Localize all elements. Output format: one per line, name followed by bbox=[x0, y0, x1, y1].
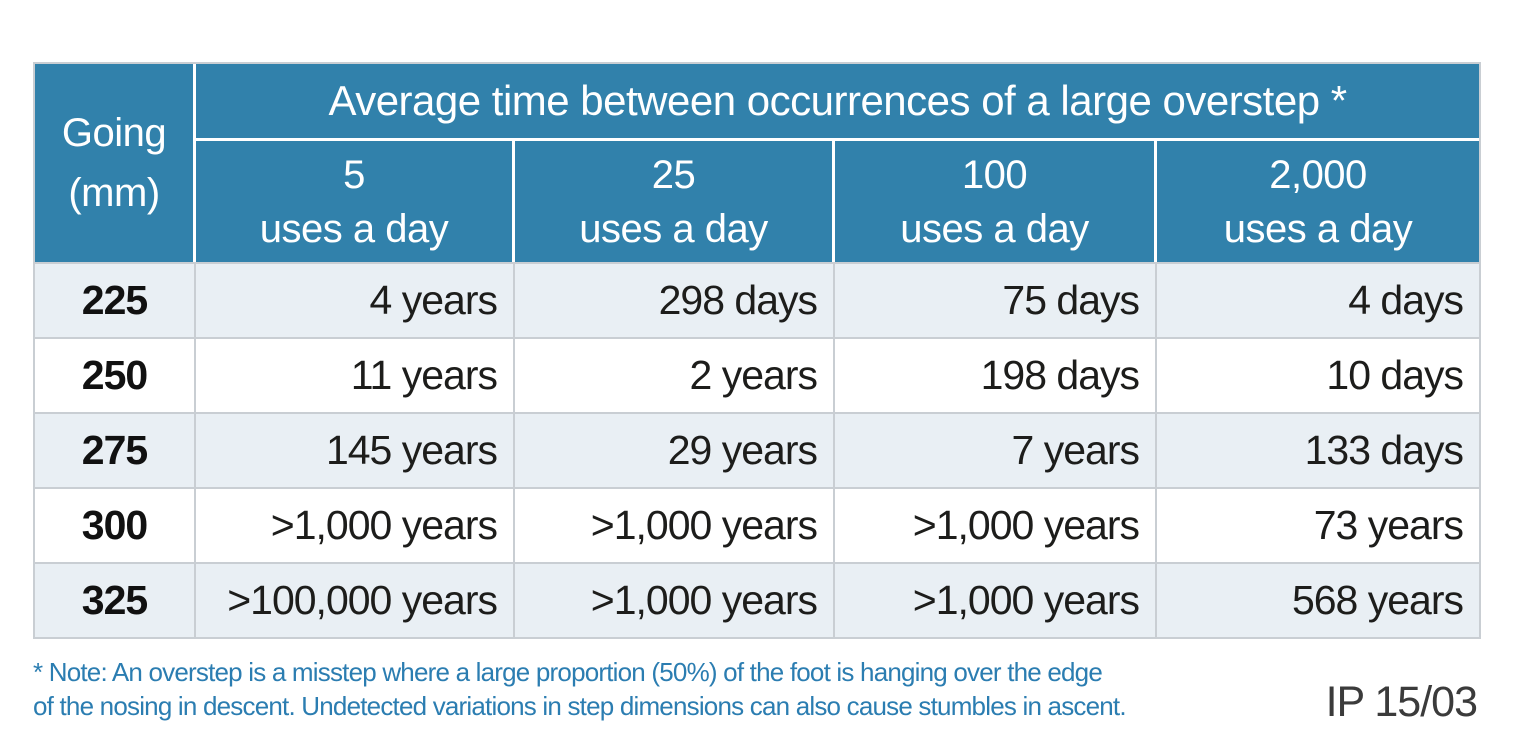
document-reference: IP 15/03 bbox=[1325, 677, 1478, 726]
going-header-line2: (mm) bbox=[68, 171, 160, 215]
table-row-going-325: 325 >100,000 years >1,000 years >1,000 y… bbox=[35, 562, 1480, 637]
table-cell: 2 years bbox=[515, 337, 835, 412]
overstep-table: Going (mm) Average time between occurren… bbox=[33, 62, 1482, 639]
uses-count: 2,000 bbox=[1269, 152, 1367, 197]
table-cell: 198 days bbox=[835, 337, 1157, 412]
column-header-100-uses: 100 uses a day bbox=[835, 141, 1157, 262]
table-cell: 298 days bbox=[515, 262, 835, 337]
table-body: 225 4 years 298 days 75 days 4 days 250 … bbox=[35, 262, 1480, 637]
going-value: 225 bbox=[35, 262, 196, 337]
table-cell: >1,000 years bbox=[515, 562, 835, 637]
going-header-line1: Going bbox=[61, 111, 167, 155]
uses-label: uses a day bbox=[1223, 206, 1413, 251]
table-cell: >100,000 years bbox=[196, 562, 515, 637]
table-title: Average time between occurrences of a la… bbox=[196, 64, 1480, 141]
uses-label: uses a day bbox=[900, 206, 1089, 251]
table-cell: 145 years bbox=[196, 412, 515, 487]
uses-label: uses a day bbox=[259, 206, 449, 251]
uses-count: 25 bbox=[651, 152, 696, 197]
table-cell: 10 days bbox=[1157, 337, 1480, 412]
table-cell: 133 days bbox=[1157, 412, 1480, 487]
footnote-line2: of the nosing in descent. Undetected var… bbox=[33, 691, 1127, 722]
going-value: 325 bbox=[35, 562, 196, 637]
going-column-header: Going (mm) bbox=[35, 64, 196, 262]
table-header: Going (mm) Average time between occurren… bbox=[35, 64, 1480, 262]
table-row-going-225: 225 4 years 298 days 75 days 4 days bbox=[35, 262, 1480, 337]
table-cell: >1,000 years bbox=[835, 562, 1157, 637]
overstep-table-container: Going (mm) Average time between occurren… bbox=[33, 62, 1482, 639]
table-cell: 4 years bbox=[196, 262, 515, 337]
table-cell: 568 years bbox=[1157, 562, 1480, 637]
column-header-25-uses: 25 uses a day bbox=[515, 141, 835, 262]
table-cell: >1,000 years bbox=[835, 487, 1157, 562]
uses-label: uses a day bbox=[579, 206, 768, 251]
table-cell: 7 years bbox=[835, 412, 1157, 487]
going-value: 275 bbox=[35, 412, 196, 487]
table-cell: >1,000 years bbox=[196, 487, 515, 562]
table-row-going-275: 275 145 years 29 years 7 years 133 days bbox=[35, 412, 1480, 487]
uses-count: 100 bbox=[961, 152, 1028, 197]
going-value: 250 bbox=[35, 337, 196, 412]
column-header-2000-uses: 2,000 uses a day bbox=[1157, 141, 1480, 262]
table-cell: 29 years bbox=[515, 412, 835, 487]
table-row-going-300: 300 >1,000 years >1,000 years >1,000 yea… bbox=[35, 487, 1480, 562]
table-cell: 73 years bbox=[1157, 487, 1480, 562]
footnote-line1: * Note: An overstep is a misstep where a… bbox=[33, 657, 1103, 687]
footer: * Note: An overstep is a misstep where a… bbox=[33, 655, 1481, 724]
column-header-5-uses: 5 uses a day bbox=[196, 141, 515, 262]
table-cell: 4 days bbox=[1157, 262, 1480, 337]
table-cell: 75 days bbox=[835, 262, 1157, 337]
footnote: * Note: An overstep is a misstep where a… bbox=[33, 655, 1326, 724]
header-row-subcolumns: 5 uses a day 25 uses a day 100 uses a da… bbox=[35, 141, 1480, 262]
table-cell: >1,000 years bbox=[515, 487, 835, 562]
uses-count: 5 bbox=[343, 152, 365, 197]
table-row-going-250: 250 11 years 2 years 198 days 10 days bbox=[35, 337, 1480, 412]
header-row-title: Going (mm) Average time between occurren… bbox=[35, 64, 1480, 262]
table-cell: 11 years bbox=[196, 337, 515, 412]
going-value: 300 bbox=[35, 487, 196, 562]
